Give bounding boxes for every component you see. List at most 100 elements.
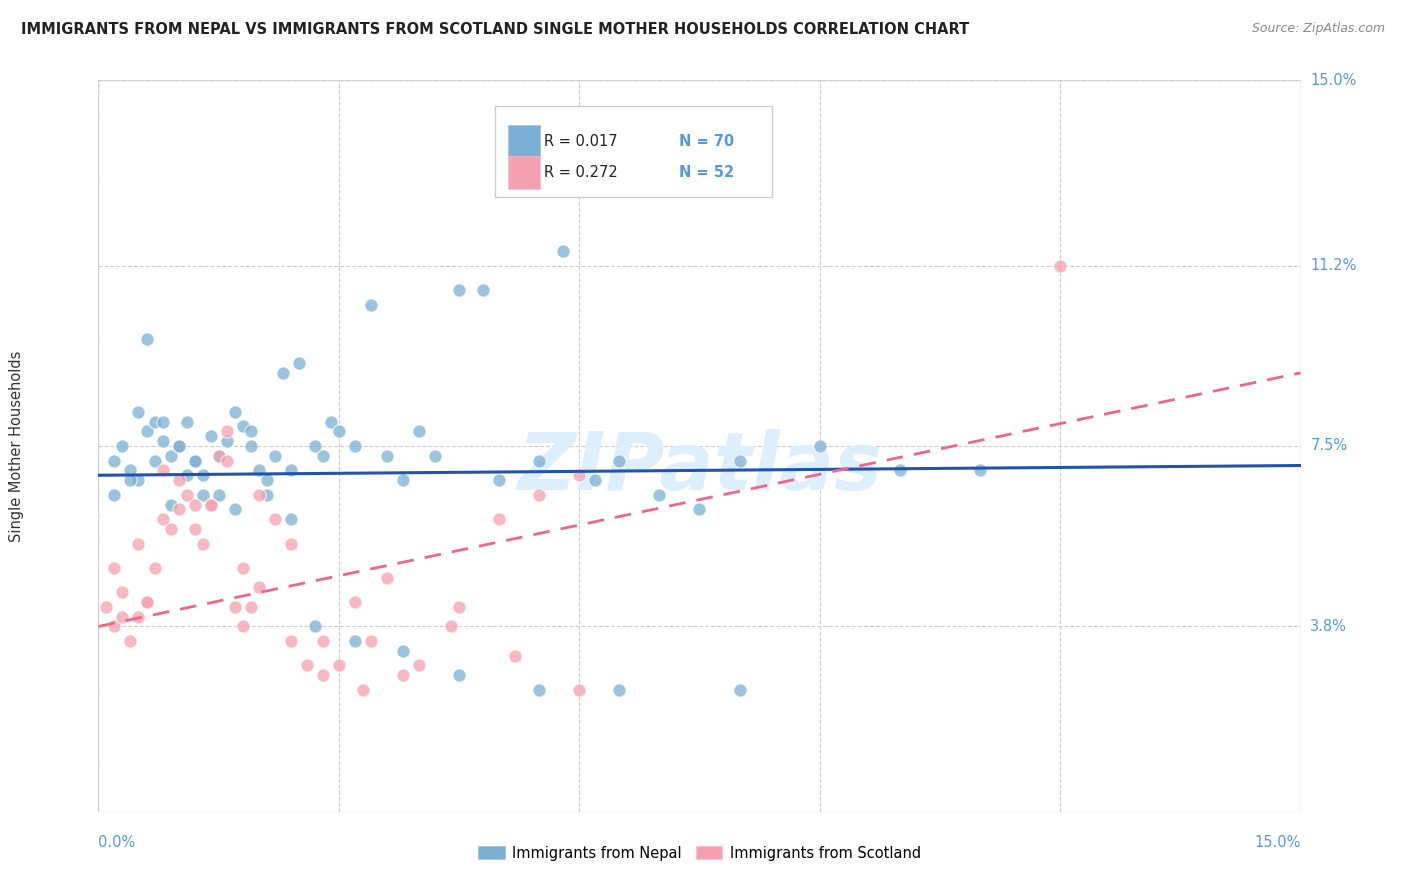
Point (183, 522, 205, 536)
Point (889, 463, 911, 477)
Point (103, 488, 125, 502)
Point (280, 536, 302, 550)
Point (969, 463, 991, 477)
Point (111, 609, 134, 624)
Point (328, 425, 350, 439)
Text: Source: ZipAtlas.com: Source: ZipAtlas.com (1251, 22, 1385, 36)
Point (239, 439, 262, 453)
Point (120, 463, 142, 477)
Point (111, 439, 134, 453)
Point (583, 473, 606, 487)
Text: 0.0%: 0.0% (98, 836, 135, 850)
Point (208, 449, 231, 463)
Point (312, 449, 335, 463)
Legend: Immigrants from Nepal, Immigrants from Scotland: Immigrants from Nepal, Immigrants from S… (472, 840, 927, 867)
Point (167, 439, 190, 453)
Point (343, 595, 366, 609)
Point (200, 429, 222, 443)
Point (176, 468, 198, 483)
Point (128, 405, 150, 419)
Point (191, 488, 214, 502)
Point (239, 425, 262, 439)
Point (408, 425, 430, 439)
Point (215, 453, 238, 467)
Point (96, 599, 118, 614)
Point (135, 425, 157, 439)
Point (328, 658, 350, 673)
Point (167, 502, 190, 516)
Point (111, 585, 134, 599)
Point (488, 473, 510, 487)
Point (304, 619, 326, 633)
Point (343, 634, 366, 648)
Point (247, 488, 270, 502)
Point (128, 536, 150, 550)
Text: ZIPatlas: ZIPatlas (517, 429, 882, 507)
Point (143, 561, 166, 575)
Text: 7.5%: 7.5% (1310, 439, 1347, 453)
Point (159, 449, 181, 463)
Point (488, 512, 510, 526)
FancyBboxPatch shape (495, 106, 772, 197)
Point (1049, 259, 1071, 273)
Point (152, 512, 174, 526)
Point (200, 498, 222, 512)
Text: R = 0.272: R = 0.272 (544, 165, 619, 180)
Point (288, 356, 311, 370)
Point (280, 512, 302, 526)
Point (191, 468, 214, 483)
Point (135, 595, 157, 609)
Point (609, 682, 631, 697)
Point (447, 283, 470, 297)
Point (143, 453, 166, 467)
Point (392, 473, 415, 487)
Point (263, 449, 285, 463)
Text: 11.2%: 11.2% (1310, 258, 1357, 273)
Point (135, 595, 157, 609)
Point (295, 658, 318, 673)
Point (224, 502, 246, 516)
Point (503, 648, 526, 663)
Point (447, 599, 470, 614)
Point (232, 561, 254, 575)
Point (529, 682, 551, 697)
Text: N = 70: N = 70 (679, 134, 734, 149)
Point (808, 439, 831, 453)
Point (176, 415, 198, 429)
Point (208, 449, 231, 463)
Point (152, 463, 174, 477)
Point (568, 682, 591, 697)
Point (280, 463, 302, 477)
Point (529, 488, 551, 502)
Point (120, 473, 142, 487)
Point (103, 561, 125, 575)
Point (728, 682, 751, 697)
Point (319, 415, 342, 429)
Point (263, 512, 285, 526)
Point (224, 405, 246, 419)
Point (271, 366, 294, 380)
Point (352, 682, 374, 697)
Point (128, 609, 150, 624)
Point (609, 453, 631, 467)
Point (176, 488, 198, 502)
Point (215, 434, 238, 449)
Point (440, 619, 463, 633)
Text: IMMIGRANTS FROM NEPAL VS IMMIGRANTS FROM SCOTLAND SINGLE MOTHER HOUSEHOLDS CORRE: IMMIGRANTS FROM NEPAL VS IMMIGRANTS FROM… (21, 22, 969, 37)
Point (312, 668, 335, 682)
Point (728, 453, 751, 467)
Point (280, 634, 302, 648)
Point (375, 571, 398, 585)
Point (152, 415, 174, 429)
Point (183, 498, 205, 512)
Point (304, 439, 326, 453)
Point (392, 644, 415, 658)
Point (183, 453, 205, 467)
Text: Single Mother Households: Single Mother Households (10, 351, 24, 541)
Point (256, 473, 278, 487)
Point (167, 473, 190, 487)
Point (375, 449, 398, 463)
Point (529, 453, 551, 467)
Point (247, 463, 270, 477)
Point (159, 498, 181, 512)
